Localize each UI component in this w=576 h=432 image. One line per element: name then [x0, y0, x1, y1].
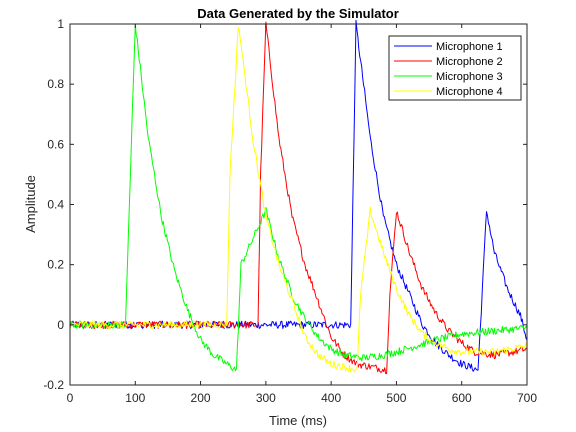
legend: Microphone 1 Microphone 2 Microphone 3 Micr…: [388, 35, 522, 101]
y-tick-label: -0.2: [43, 378, 64, 392]
legend-label-2: Microphone 2: [436, 56, 503, 68]
x-tick-label: 500: [386, 391, 406, 405]
y-tick-label: 0.6: [47, 137, 64, 151]
y-tick-label: 0.4: [47, 198, 64, 212]
x-tick-label: 600: [452, 391, 472, 405]
series-line-4: [69, 27, 528, 373]
x-tick-label: 100: [125, 391, 145, 405]
series-line-3: [69, 23, 528, 372]
series-line-2: [69, 21, 528, 375]
y-tick-label: 0.2: [47, 258, 64, 272]
legend-label-4: Microphone 4: [436, 86, 503, 98]
legend-label-1: Microphone 1: [436, 41, 503, 53]
chart-title: Data Generated by the Simulator: [197, 6, 399, 21]
y-tick-label: 0: [57, 318, 64, 332]
legend-label-3: Microphone 3: [436, 71, 503, 83]
x-tick-label: 400: [321, 391, 341, 405]
x-tick-label: 0: [67, 391, 74, 405]
y-axis-label: Amplitude: [23, 175, 38, 233]
x-axis-label: Time (ms): [269, 413, 327, 428]
legend-box: [388, 35, 522, 101]
x-tick-label: 700: [517, 391, 537, 405]
ticks-layer: 0 100 200 300 400 500 600 700-0.200.20.40.60.81: [43, 17, 537, 405]
x-tick-label: 300: [256, 391, 276, 405]
x-tick-label: 200: [191, 391, 211, 405]
series-layer: [69, 19, 528, 375]
y-tick-label: 0.8: [47, 77, 64, 91]
y-tick-label: 1: [57, 17, 64, 31]
